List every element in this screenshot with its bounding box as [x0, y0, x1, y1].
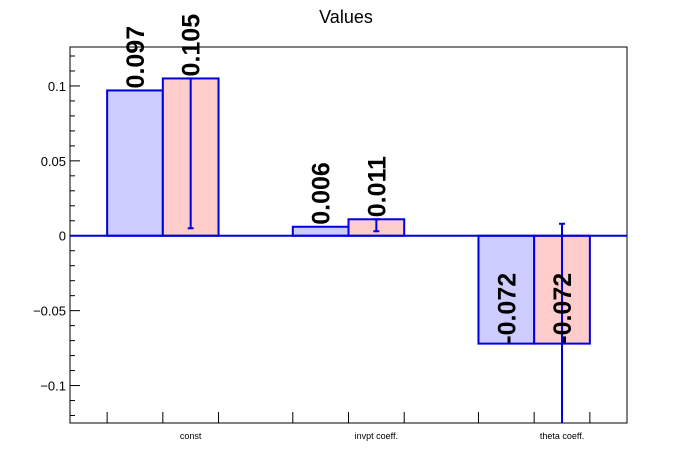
- bar-value-label: 0.097: [122, 26, 150, 89]
- bar: [106, 89, 164, 237]
- bar-value-label: -0.072: [549, 273, 577, 344]
- y-tick-label: 0.1: [48, 79, 66, 94]
- y-tick-label: 0.05: [41, 154, 66, 169]
- y-tick-label: 0: [59, 229, 66, 244]
- plot-area: −0.1 −0.05 0 0.05 0.1 const invpt coeff. theta …: [33, 14, 628, 441]
- bar-value-label: 0.011: [363, 156, 391, 217]
- x-category-label: invpt coeff.: [355, 431, 398, 441]
- y-tick-label: −0.1: [40, 379, 66, 394]
- bar: [291, 225, 350, 237]
- x-category-label: theta coeff.: [540, 431, 584, 441]
- chart-title: Values: [319, 7, 373, 27]
- bar-value-label: 0.105: [178, 14, 206, 77]
- bar: [477, 234, 536, 345]
- bar-value-label: 0.006: [308, 162, 336, 225]
- bar-value-label: -0.072: [493, 273, 521, 344]
- y-tick-label: −0.05: [33, 304, 66, 319]
- x-category-label: const: [180, 431, 202, 441]
